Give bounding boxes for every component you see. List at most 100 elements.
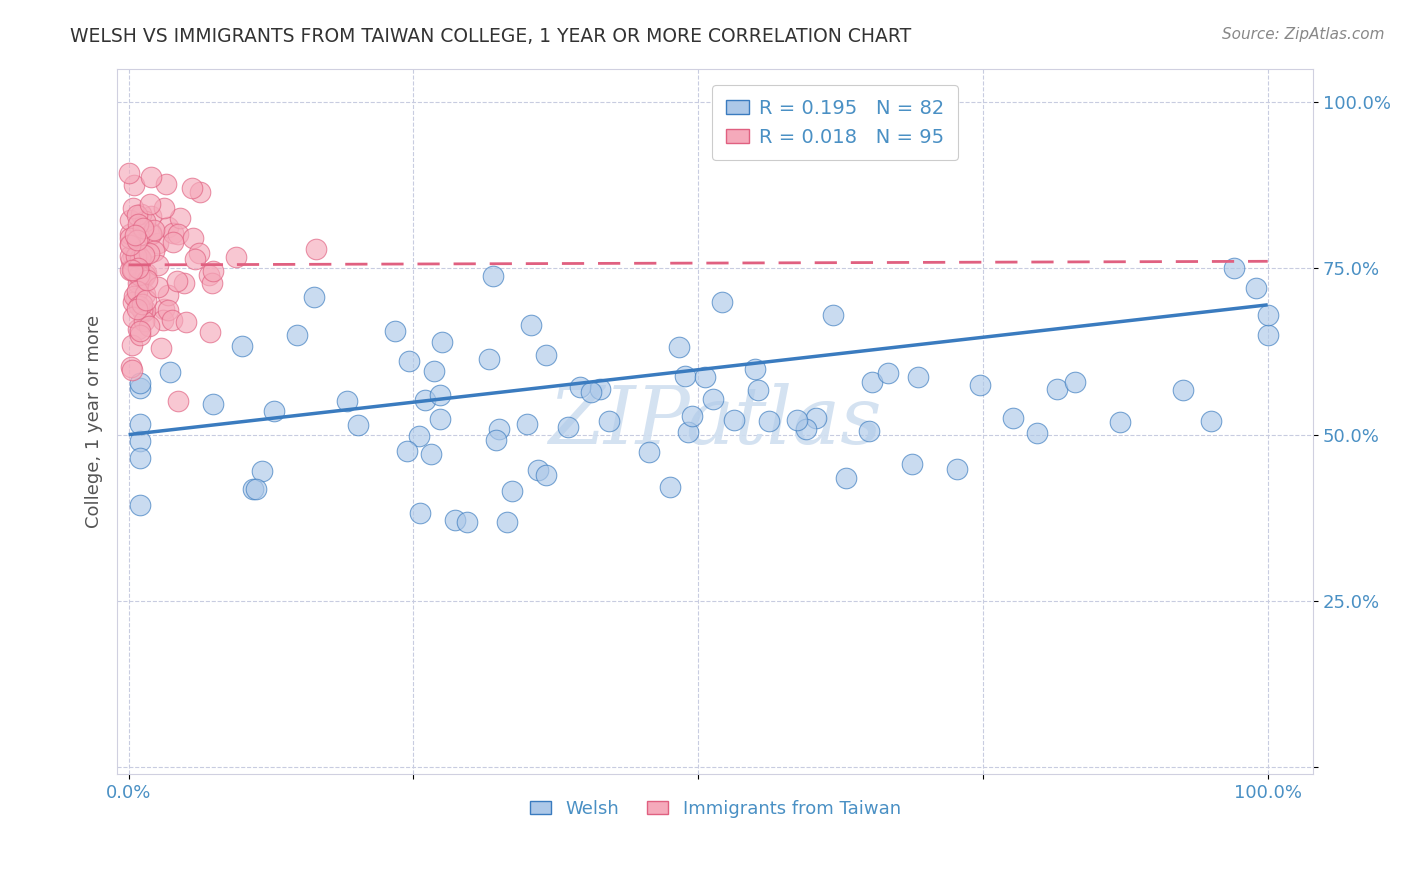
Point (122, 294, 145, 309)
Point (127, 261, 149, 276)
Point (834, 471, 856, 485)
Point (157, 302, 180, 317)
Point (120, 231, 142, 245)
Point (129, 376, 152, 391)
Point (125, 208, 148, 222)
Point (681, 409, 703, 423)
Point (134, 214, 156, 228)
Point (409, 506, 432, 520)
Point (569, 380, 592, 394)
Point (132, 248, 155, 262)
Point (658, 480, 681, 494)
Point (188, 185, 211, 199)
Point (134, 287, 156, 301)
Point (1002, 410, 1025, 425)
Point (1171, 383, 1194, 397)
Point (134, 268, 156, 282)
Point (153, 301, 176, 316)
Point (129, 381, 152, 395)
Point (122, 288, 145, 302)
Point (128, 299, 150, 313)
Point (121, 201, 143, 215)
Point (396, 444, 419, 458)
Point (758, 414, 780, 428)
Point (678, 425, 700, 439)
Point (747, 384, 769, 398)
Point (858, 424, 880, 438)
Point (131, 297, 153, 311)
Point (285, 328, 308, 343)
Point (150, 341, 173, 355)
Point (263, 403, 285, 417)
Point (197, 268, 219, 283)
Point (901, 457, 924, 471)
Point (384, 324, 406, 338)
Point (557, 419, 579, 434)
Point (127, 248, 149, 262)
Point (129, 417, 152, 432)
Point (534, 468, 557, 483)
Point (860, 375, 883, 389)
Point (527, 462, 550, 476)
Point (134, 303, 156, 318)
Point (1246, 281, 1268, 295)
Point (125, 249, 148, 263)
Point (423, 364, 446, 378)
Point (1199, 414, 1222, 428)
Point (1257, 308, 1279, 322)
Point (245, 482, 267, 496)
Point (125, 291, 148, 305)
Point (429, 411, 451, 425)
Point (796, 422, 818, 436)
Point (155, 178, 177, 192)
Point (638, 444, 661, 458)
Point (305, 242, 328, 256)
Point (201, 397, 224, 411)
Point (125, 301, 148, 316)
Point (162, 235, 184, 250)
Point (121, 310, 143, 324)
Point (127, 322, 149, 336)
Point (131, 252, 153, 266)
Point (456, 515, 478, 529)
Point (231, 339, 253, 353)
Point (1257, 327, 1279, 342)
Point (127, 233, 149, 247)
Point (139, 170, 162, 185)
Text: WELSH VS IMMIGRANTS FROM TAIWAN COLLEGE, 1 YEAR OR MORE CORRELATION CHART: WELSH VS IMMIGRANTS FROM TAIWAN COLLEGE,… (70, 27, 911, 45)
Text: Source: ZipAtlas.com: Source: ZipAtlas.com (1222, 27, 1385, 42)
Point (1046, 382, 1069, 396)
Point (120, 360, 142, 375)
Point (139, 209, 162, 223)
Point (429, 388, 451, 402)
Point (744, 362, 766, 376)
Point (1025, 426, 1047, 441)
Point (946, 462, 969, 476)
Point (181, 230, 204, 244)
Point (336, 394, 359, 409)
Point (131, 303, 153, 318)
Point (120, 253, 142, 268)
Point (166, 274, 188, 288)
Y-axis label: College, 1 year or more: College, 1 year or more (86, 315, 103, 528)
Point (120, 238, 142, 252)
Point (174, 315, 197, 329)
Point (152, 313, 174, 327)
Point (132, 305, 155, 319)
Legend: Welsh, Immigrants from Taiwan: Welsh, Immigrants from Taiwan (523, 793, 908, 825)
Point (304, 290, 326, 304)
Point (398, 354, 420, 368)
Point (122, 178, 145, 192)
Point (135, 266, 157, 280)
Point (430, 334, 453, 349)
Point (1064, 375, 1087, 389)
Point (969, 377, 991, 392)
Point (139, 197, 162, 211)
Point (347, 417, 370, 432)
Point (128, 268, 150, 282)
Point (413, 393, 436, 408)
Point (121, 338, 143, 352)
Point (128, 273, 150, 287)
Point (120, 227, 142, 242)
Point (127, 284, 149, 298)
